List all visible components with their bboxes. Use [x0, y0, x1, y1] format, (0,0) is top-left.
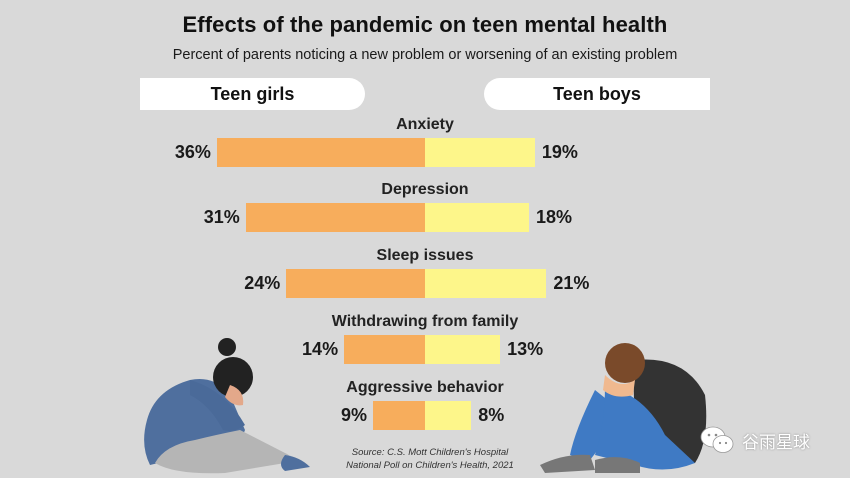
value-teen-boys: 21% — [553, 273, 590, 293]
girl-illustration-icon — [135, 335, 315, 478]
bar-teen-girls — [344, 335, 425, 364]
chart-title: Effects of the pandemic on teen mental h… — [182, 12, 668, 37]
category-label: Withdrawing from family — [331, 313, 519, 330]
value-teen-boys: 8% — [478, 405, 505, 425]
category-label: Anxiety — [396, 116, 454, 133]
bar-teen-girls — [372, 401, 425, 430]
bar-teen-girls — [286, 269, 425, 298]
bar-teen-girls — [216, 138, 425, 167]
bar-teen-girls — [245, 203, 425, 232]
bar-teen-boys — [425, 335, 501, 364]
source-note: Source: C.S. Mott Children's Hospital Na… — [330, 446, 530, 472]
value-teen-girls: 24% — [244, 273, 281, 293]
value-teen-girls: 9% — [340, 405, 367, 425]
boy-illustration-icon — [535, 335, 715, 478]
value-teen-boys: 19% — [541, 142, 578, 162]
source-line-1: Source: C.S. Mott Children's Hospital — [351, 447, 509, 458]
wechat-icon — [700, 426, 734, 454]
value-teen-boys: 13% — [507, 339, 544, 359]
legend-label: Teen girls — [210, 83, 295, 104]
bar-teen-boys — [425, 401, 472, 430]
category-label: Sleep issues — [376, 247, 474, 264]
watermark-text: 谷雨星球 — [742, 432, 810, 452]
legend-label: Teen boys — [553, 83, 641, 104]
watermark: 谷雨星球 — [700, 426, 810, 454]
value-teen-boys: 18% — [536, 207, 573, 227]
legend-teen-girls: Teen girls — [140, 78, 365, 110]
bar-teen-boys — [425, 138, 535, 167]
category-label: Depression — [381, 181, 469, 198]
legend-teen-boys: Teen boys — [484, 78, 710, 110]
chart-subtitle: Percent of parents noticing a new proble… — [172, 47, 678, 63]
value-teen-girls: 14% — [302, 339, 339, 359]
bar-teen-boys — [425, 203, 530, 232]
value-teen-girls: 36% — [174, 142, 211, 162]
source-line-2: National Poll on Children's Health, 2021 — [346, 460, 514, 471]
value-teen-girls: 31% — [203, 207, 240, 227]
bar-teen-boys — [425, 269, 547, 298]
category-label: Aggressive behavior — [346, 379, 504, 396]
